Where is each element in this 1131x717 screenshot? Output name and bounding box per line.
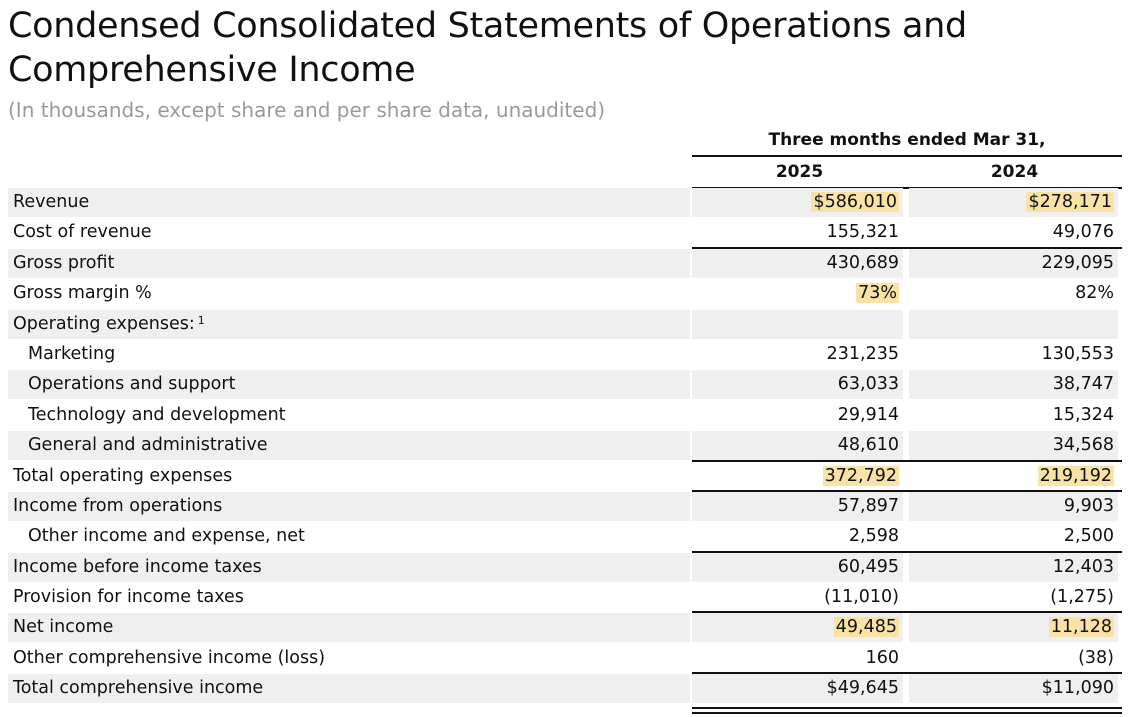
value-2025: 49,485	[692, 613, 903, 643]
row-total-operating-expenses: Total operating expenses 372,792 219,192	[8, 459, 1122, 491]
row-label: Operations and support	[8, 370, 690, 400]
row-gross-margin: Gross margin % 73% 82%	[8, 278, 1122, 308]
value-2025: 57,897	[692, 491, 903, 521]
value-2024: $11,090	[909, 674, 1118, 704]
row-net-income: Net income 49,485 11,128	[8, 611, 1122, 643]
value-2024: 49,076	[1052, 222, 1114, 243]
value-2024: 15,324	[1052, 404, 1114, 425]
year-header-2025: 2025	[692, 157, 907, 189]
row-label: Technology and development	[28, 404, 286, 425]
highlighted-value: $278,171	[1026, 192, 1114, 212]
row-other-comprehensive-income: Other comprehensive income (loss) 160 (3…	[8, 643, 1122, 673]
row-label: Provision for income taxes	[13, 587, 244, 608]
row-label: Total comprehensive income	[8, 674, 690, 704]
row-marketing: Marketing 231,235 130,553	[8, 339, 1122, 369]
highlighted-value: 11,128	[1048, 617, 1114, 638]
row-revenue: Revenue $586,010 $278,171	[8, 187, 1122, 217]
row-gross-profit: Gross profit 430,689 229,095	[8, 246, 1122, 278]
value-2024: 11,128	[909, 613, 1118, 643]
value-2024: 219,192	[909, 462, 1118, 491]
row-other-income-and-expense: Other income and expense, net 2,598 2,50…	[8, 521, 1122, 551]
row-total-comprehensive-income: Total comprehensive income $49,645 $11,0…	[8, 672, 1122, 704]
highlighted-value: $586,010	[811, 192, 899, 212]
row-label: Net income	[8, 613, 690, 643]
highlighted-value: 219,192	[1037, 465, 1114, 486]
subtotal-rule	[692, 459, 1122, 462]
value-2024: 2,500	[1063, 526, 1114, 547]
row-label-text: Operating expenses:	[13, 313, 195, 334]
value-2024: 38,747	[909, 370, 1118, 400]
subtotal-rule	[692, 611, 1122, 614]
footnote-marker: 1	[197, 313, 205, 327]
row-general-and-administrative: General and administrative 48,610 34,568	[8, 430, 1122, 461]
value-2025: 60,495	[692, 552, 903, 582]
value-2025: 48,610	[692, 431, 903, 461]
value-2025: 29,914	[837, 404, 899, 425]
row-label: Gross margin %	[13, 283, 152, 304]
value-2025: (11,010)	[824, 587, 899, 608]
value-2025: 155,321	[826, 222, 899, 243]
value-2024: 82%	[1075, 283, 1114, 304]
row-label: General and administrative	[8, 431, 690, 461]
row-label: Total operating expenses	[13, 465, 233, 486]
value-2025: 160	[865, 647, 899, 668]
row-label: Income from operations	[8, 491, 690, 521]
row-label: Marketing	[28, 343, 116, 364]
value-2025: $49,645	[692, 674, 903, 704]
value-2025: 73%	[692, 279, 903, 308]
value-2024: 229,095	[909, 248, 1118, 278]
value-2024: $278,171	[909, 188, 1118, 217]
value-2024: 34,568	[909, 431, 1118, 461]
statement-table: Revenue $586,010 $278,171 Cost of revenu…	[8, 187, 1122, 714]
row-label: Other comprehensive income (loss)	[13, 647, 326, 668]
value-2025: 2,598	[848, 526, 899, 547]
value-2025: 372,792	[692, 462, 903, 491]
row-label: Revenue	[8, 188, 690, 217]
subtotal-rule	[692, 550, 1122, 553]
subtotal-rule	[692, 672, 1122, 675]
row-label: Income before income taxes	[8, 552, 690, 582]
value-2025: 63,033	[692, 370, 903, 400]
row-operations-and-support: Operations and support 63,033 38,747	[8, 369, 1122, 400]
value-2025: $586,010	[692, 188, 903, 217]
row-label: Gross profit	[8, 248, 690, 278]
row-label: Cost of revenue	[13, 222, 152, 243]
row-technology-and-development: Technology and development 29,914 15,324	[8, 400, 1122, 430]
total-double-rule	[692, 707, 1122, 714]
subtotal-rule	[692, 489, 1122, 492]
highlighted-value: 73%	[856, 283, 899, 304]
row-provision-for-income-taxes: Provision for income taxes (11,010) (1,2…	[8, 582, 1122, 612]
period-header: Three months ended Mar 31,	[692, 127, 1122, 157]
value-2024: 130,553	[1041, 343, 1114, 364]
row-cost-of-revenue: Cost of revenue 155,321 49,076	[8, 217, 1122, 247]
row-label: Operating expenses: 1	[8, 309, 690, 339]
row-income-from-operations: Income from operations 57,897 9,903	[8, 489, 1122, 521]
row-income-before-income-taxes: Income before income taxes 60,495 12,403	[8, 550, 1122, 582]
highlighted-value: 372,792	[822, 465, 899, 486]
year-header-2024: 2024	[907, 157, 1122, 189]
page-subtitle: (In thousands, except share and per shar…	[8, 98, 606, 122]
row-label: Other income and expense, net	[28, 526, 305, 547]
subtotal-rule	[692, 246, 1122, 249]
value-2024: 12,403	[909, 552, 1118, 582]
value-2025: 231,235	[826, 343, 899, 364]
value-2024	[909, 309, 1118, 339]
value-2024: (1,275)	[1050, 587, 1114, 608]
page-title: Condensed Consolidated Statements of Ope…	[8, 6, 967, 90]
value-2025	[692, 309, 903, 339]
value-2024: 9,903	[909, 491, 1118, 521]
highlighted-value: 49,485	[833, 617, 899, 638]
value-2024: (38)	[1078, 647, 1114, 668]
row-operating-expenses-header: Operating expenses: 1	[8, 309, 1122, 339]
value-2025: 430,689	[692, 248, 903, 278]
